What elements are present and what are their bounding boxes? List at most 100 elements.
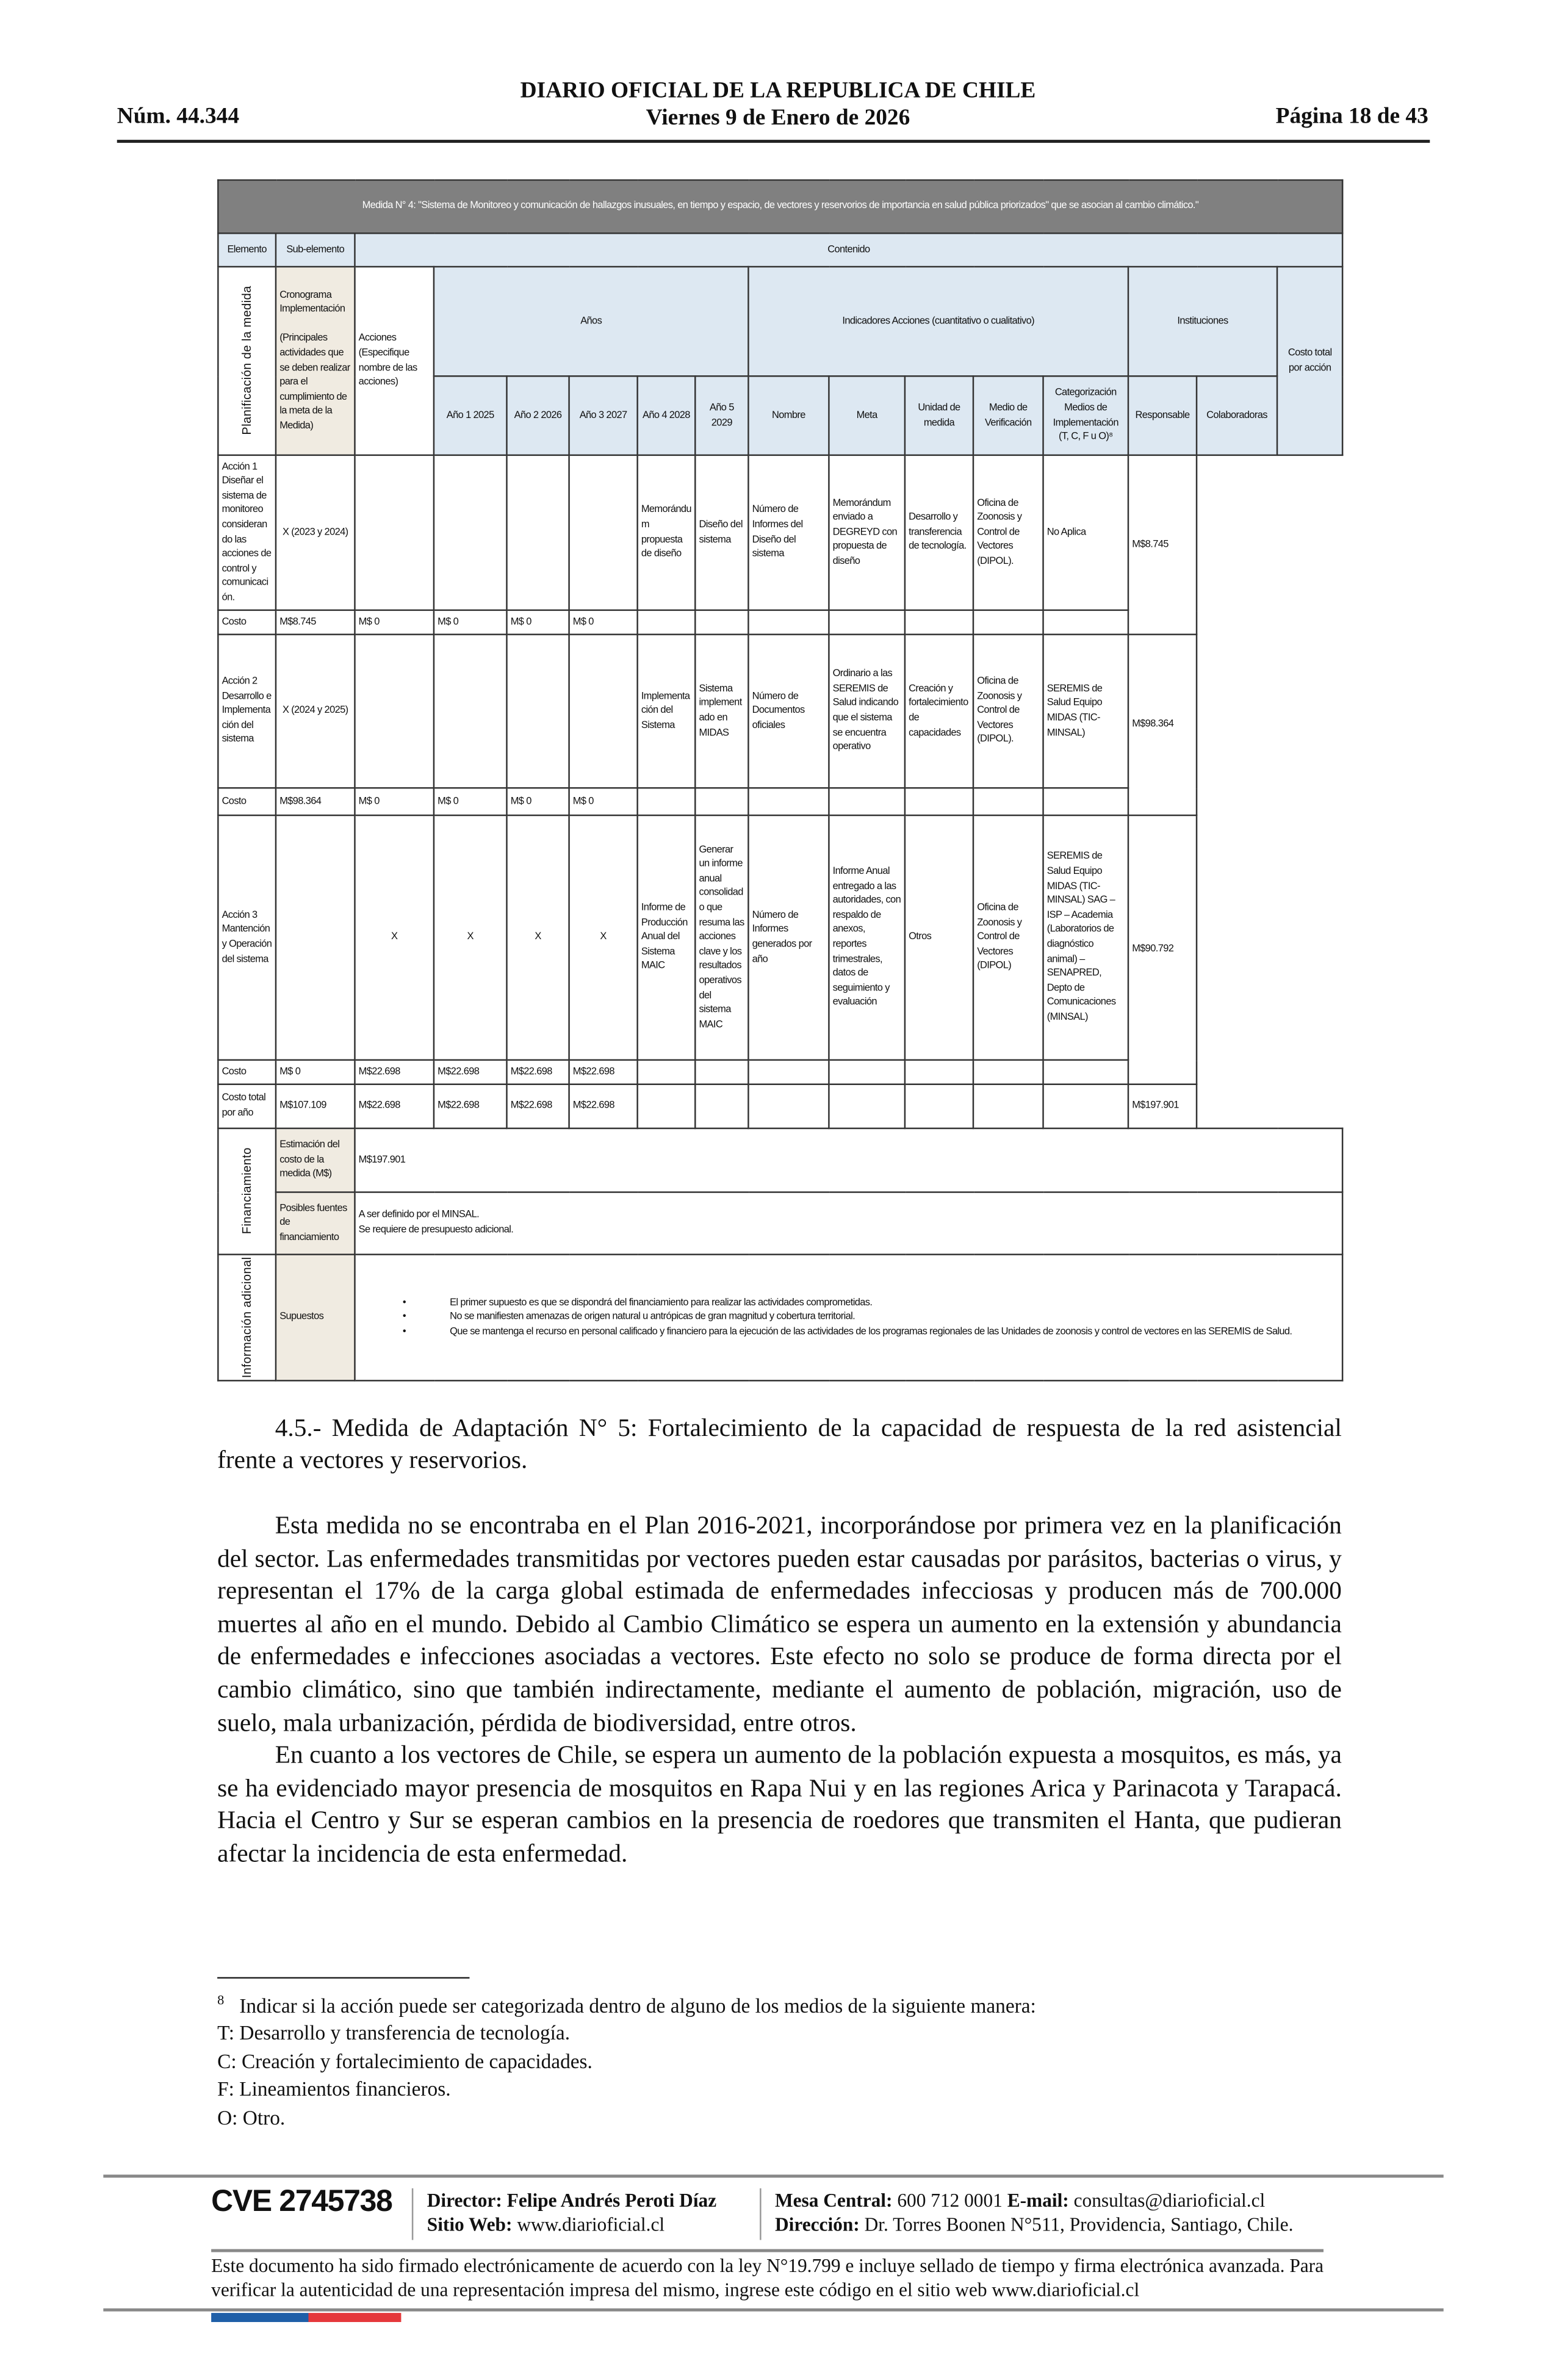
total-year: M$22.698	[354, 1083, 435, 1130]
footer-divider	[211, 2249, 1324, 2252]
action-year-mark	[354, 454, 435, 611]
body-paragraph-2: En cuanto a los vectores de Chile, se es…	[217, 1740, 1342, 1868]
website-link[interactable]: www.diarioficial.cl	[517, 2213, 665, 2235]
header-nombre: Nombre	[747, 375, 830, 456]
action-year-mark	[275, 814, 356, 1061]
action-total-cost: M$98.364	[1127, 633, 1198, 817]
action-nombre: Memorándum propuesta de diseño	[636, 454, 696, 611]
element-planificacion: Planificación de la medida	[217, 265, 277, 456]
action-row: Acción 1 Diseñar el sistema de monitoreo…	[217, 454, 1342, 635]
cost-row: Costo M$8.745 M$ 0 M$ 0 M$ 0 M$ 0	[217, 609, 1342, 635]
element-financiamiento: Financiamiento	[217, 1127, 277, 1255]
measure-table: Medida N° 4: "Sistema de Monitoreo y com…	[217, 179, 1344, 1382]
footnote: 8 Indicar si la acción puede ser categor…	[217, 1986, 1342, 2132]
header-categorizacion: Categorización Medios de Implementación …	[1042, 375, 1129, 456]
action-year-mark	[506, 633, 570, 789]
subelement-fuentes: Posibles fuentes de financiamiento	[275, 1191, 356, 1255]
footer-separator	[411, 2188, 414, 2240]
footer-contact: Mesa Central: 600 712 0001 E-mail: consu…	[775, 2190, 1294, 2235]
grand-total: M$197.901	[1127, 1083, 1198, 1130]
footnote-item: T: Desarrollo y transferencia de tecnolo…	[217, 2021, 571, 2045]
action-medio: Memorándum enviado a DEGREYD con propues…	[828, 454, 906, 611]
action-meta: Sistema implementado en MIDAS	[694, 633, 749, 789]
issue-number: Núm. 44.344	[117, 104, 240, 129]
page-number: Página 18 de 43	[1275, 104, 1428, 129]
publication-name: DIARIO OFICIAL DE LA REPUBLICA DE CHILE	[520, 79, 1036, 104]
footer-divider	[103, 2174, 1444, 2178]
email-link[interactable]: consultas@diarioficial.cl	[1073, 2190, 1266, 2212]
cost-year: M$22.698	[433, 1059, 508, 1086]
action-unidad: Número de Informes del Diseño del sistem…	[747, 454, 830, 611]
action-year-mark	[506, 454, 570, 611]
cost-year: M$ 0	[354, 609, 435, 635]
action-year-mark	[433, 454, 508, 611]
footnote-divider	[217, 1976, 470, 1978]
header-divider	[117, 140, 1430, 143]
action-categoria: Desarrollo y transferencia de tecnología…	[904, 454, 974, 611]
action-label: Acción 1 Diseñar el sistema de monitoreo…	[217, 454, 277, 611]
cost-row: Costo M$98.364 M$ 0 M$ 0 M$ 0 M$ 0	[217, 787, 1342, 817]
cost-year: M$ 0	[354, 787, 435, 817]
header-subelemento: Sub-elemento	[275, 233, 356, 268]
supuesto-item: No se manifiesten amenazas de origen nat…	[403, 1310, 1339, 1325]
subelement-cronograma: Cronograma Implementación (Principales ac…	[275, 265, 356, 456]
action-label: Acción 3 Mantención y Operación del sist…	[217, 814, 277, 1061]
legal-notice: Este documento ha sido firmado electróni…	[211, 2255, 1324, 2300]
header-costo-total: Costo total por acción	[1276, 265, 1344, 456]
action-year-mark: X	[568, 814, 638, 1061]
action-year-mark: X	[506, 814, 570, 1061]
header-responsable: Responsable	[1127, 375, 1198, 456]
cost-year: M$ 0	[568, 609, 638, 635]
header-anios: Años	[433, 265, 749, 377]
action-responsable: Oficina de Zoonosis y Control de Vectore…	[972, 454, 1044, 611]
action-year-mark: X	[433, 814, 508, 1061]
total-year: M$22.698	[568, 1083, 638, 1130]
total-year: M$22.698	[506, 1083, 570, 1130]
cost-year: M$22.698	[354, 1059, 435, 1086]
footnote-item: C: Creación y fortalecimiento de capacid…	[217, 2049, 593, 2073]
element-info-adicional: Información adicional	[217, 1253, 277, 1382]
masthead: DIARIO OFICIAL DE LA REPUBLICA DE CHILE …	[0, 78, 1556, 132]
action-unidad: Número de Documentos oficiales	[747, 633, 830, 789]
cost-label: Costo	[217, 609, 277, 635]
cost-year: M$ 0	[568, 787, 638, 817]
action-year-mark: X (2024 y 2025)	[275, 633, 356, 789]
header-meta: Meta	[828, 375, 906, 456]
total-year: M$107.109	[275, 1083, 356, 1130]
cost-year: M$ 0	[275, 1059, 356, 1086]
cost-year: M$ 0	[506, 609, 570, 635]
action-year-mark	[354, 633, 435, 789]
action-label: Acción 2 Desarrollo e Implementación del…	[217, 633, 277, 789]
action-medio: Ordinario a las SEREMIS de Salud indican…	[828, 633, 906, 789]
action-meta: Generar un informe anual consolidado que…	[694, 814, 749, 1061]
cost-year: M$22.698	[506, 1059, 570, 1086]
header-contenido: Contenido	[354, 233, 1344, 268]
header-acciones: Acciones (Especifique nombre de las acci…	[354, 265, 435, 456]
header-year: Año 4 2028	[636, 375, 696, 456]
cost-row: Costo M$ 0 M$22.698 M$22.698 M$22.698 M$22.69…	[217, 1059, 1342, 1086]
action-total-cost: M$90.792	[1127, 814, 1198, 1086]
action-nombre: Informe de Producción Anual del Sistema …	[636, 814, 696, 1061]
cost-year: M$ 0	[506, 787, 570, 817]
publication-date: Viernes 9 de Enero de 2026	[646, 106, 910, 131]
footer-divider	[103, 2308, 1444, 2312]
cost-year: M$ 0	[433, 787, 508, 817]
cve-code: CVE 2745738	[211, 2185, 393, 2219]
footer-separator	[760, 2188, 762, 2240]
table-title: Medida N° 4: "Sistema de Monitoreo y com…	[217, 179, 1344, 234]
header-elemento: Elemento	[217, 233, 277, 268]
action-total-cost: M$8.745	[1127, 454, 1198, 635]
action-year-mark: X	[354, 814, 435, 1061]
action-colaboradoras: SEREMIS de Salud Equipo MIDAS (TIC-MINSA…	[1042, 814, 1129, 1061]
cost-year: M$22.698	[568, 1059, 638, 1086]
total-row: Costo total por año M$107.109 M$22.698 M…	[217, 1083, 1342, 1130]
action-colaboradoras: SEREMIS de Salud Equipo MIDAS (TIC-MINSA…	[1042, 633, 1129, 789]
cost-label: Costo	[217, 787, 277, 817]
header-year: Año 3 2027	[568, 375, 638, 456]
subelement-estimacion: Estimación del costo de la medida (M$)	[275, 1127, 356, 1193]
action-medio: Informe Anual entregado a las autoridade…	[828, 814, 906, 1061]
supuesto-item: El primer supuesto es que se dispondrá d…	[403, 1296, 1339, 1310]
cost-year: M$ 0	[433, 609, 508, 635]
action-unidad: Número de Informes generados por año	[747, 814, 830, 1061]
